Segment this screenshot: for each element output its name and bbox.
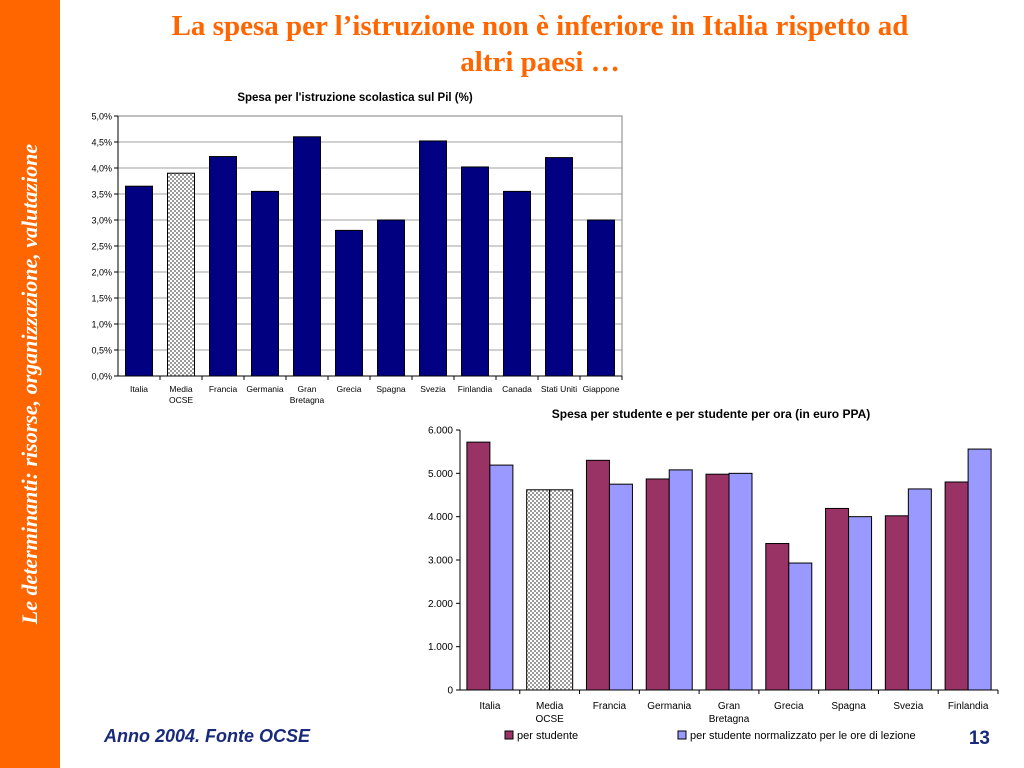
legend-label-series-1: per studente	[517, 730, 578, 742]
chart1-ytick-label: 3,5%	[91, 190, 112, 200]
chart2-xtick-label: Spagna	[831, 701, 866, 712]
chart1-xtick-label: Stati Uniti	[541, 384, 577, 394]
chart1-ytick-label: 1,0%	[91, 320, 112, 330]
chart2-title: Spesa per studente e per studente per or…	[552, 407, 871, 421]
chart-per-student-spending: Spesa per studente e per studente per or…	[428, 407, 999, 742]
chart1-xtick-label: Francia	[209, 384, 238, 394]
chart1-xtick-label: Germania	[246, 384, 284, 394]
chart1-bar	[587, 219, 615, 377]
slide-title-line-1: La spesa per l’istruzione non è inferior…	[171, 10, 909, 42]
chart2-xtick-label: Germania	[647, 701, 691, 712]
chart1-bar	[503, 190, 531, 377]
chart2-xtick-label: Bretagna	[709, 714, 750, 725]
chart2-bar-series-2	[848, 516, 873, 691]
chart2-bar-series-2	[967, 448, 992, 691]
chart1-title: Spesa per l'istruzione scolastica sul Pi…	[237, 92, 473, 104]
chart2-bar-series-1	[645, 478, 670, 691]
chart2-bar-series-1	[884, 515, 909, 691]
chart1-bar	[209, 156, 237, 377]
chart1-xtick-label: Gran	[298, 384, 317, 394]
chart1-xtick-label: Italia	[130, 384, 148, 394]
source-note: Anno 2004. Fonte OCSE	[104, 726, 311, 746]
chart2-bar-series-1	[825, 507, 850, 691]
chart2-bar-series-2	[907, 488, 932, 691]
slide-title-line-2: altri paesi …	[460, 46, 620, 78]
chart1-ytick-label: 3,0%	[91, 216, 112, 226]
chart1-ytick-label: 0,0%	[91, 372, 112, 382]
chart1-bar	[335, 229, 363, 377]
chart1-xtick-label: Bretagna	[290, 395, 325, 405]
chart2-xtick-label: Finlandia	[948, 701, 989, 712]
chart2-xtick-label: OCSE	[535, 714, 564, 725]
chart1-bar	[545, 157, 573, 377]
sidebar-band: Le determinanti: risorse, organizzazione…	[0, 0, 60, 768]
chart1-ytick-label: 4,0%	[91, 164, 112, 174]
chart2-bar-series-1	[585, 459, 610, 691]
chart2-bar-series-2	[489, 464, 514, 691]
legend-swatch-series-2	[677, 730, 687, 740]
legend-swatch-series-1	[504, 730, 514, 740]
legend-label-series-2: per studente normalizzato per le ore di …	[690, 730, 916, 742]
chart1-bar	[293, 136, 321, 377]
chart1-bar	[251, 190, 279, 377]
chart1-ytick-label: 4,5%	[91, 138, 112, 148]
chart1-ytick-label: 1,5%	[91, 294, 112, 304]
chart2-ytick-label: 0	[447, 686, 453, 697]
chart1-xtick-label: Spagna	[376, 384, 406, 394]
chart2-xtick-label: Italia	[479, 701, 501, 712]
chart2-xtick-label: Francia	[593, 701, 627, 712]
chart1-bar	[461, 166, 489, 377]
chart2-ytick-label: 2.000	[428, 599, 453, 610]
page-number: 13	[968, 728, 990, 749]
chart1-xtick-label: Media	[169, 384, 192, 394]
chart2-xtick-label: Media	[536, 701, 564, 712]
chart1-ytick-label: 0,5%	[91, 346, 112, 356]
chart2-bar-series-2	[668, 469, 693, 691]
chart2-ytick-label: 6.000	[428, 426, 453, 437]
chart2-bar-series-2	[549, 489, 574, 691]
chart1-bar	[377, 219, 405, 377]
chart2-ytick-label: 4.000	[428, 512, 453, 523]
chart2-bar-series-2	[788, 562, 813, 691]
chart2-bar-series-2	[608, 483, 633, 691]
chart2-bar-series-2	[728, 472, 753, 691]
chart-gdp-spending: Spesa per l'istruzione scolastica sul Pi…	[91, 92, 623, 405]
chart1-ytick-label: 2,5%	[91, 242, 112, 252]
chart2-bar-series-1	[944, 481, 969, 691]
chart2-ytick-label: 1.000	[428, 642, 453, 653]
chart1-ytick-label: 5,0%	[91, 112, 112, 122]
chart2-bar-series-1	[765, 543, 790, 691]
chart1-bar	[125, 185, 153, 377]
chart1-ytick-label: 2,0%	[91, 268, 112, 278]
chart2-xtick-label: Gran	[718, 701, 740, 712]
chart1-bar	[419, 140, 447, 377]
chart2-bar-series-1	[526, 489, 551, 691]
chart1-xtick-label: Finlandia	[458, 384, 493, 394]
chart1-bar	[167, 172, 195, 377]
chart1-xtick-label: Giappone	[583, 384, 620, 394]
chart1-xtick-label: Canada	[502, 384, 532, 394]
chart1-xtick-label: Grecia	[336, 384, 361, 394]
chart2-ytick-label: 3.000	[428, 556, 453, 567]
chart1-xtick-label: Svezia	[420, 384, 446, 394]
chart2-ytick-label: 5.000	[428, 469, 453, 480]
chart2-xtick-label: Svezia	[893, 701, 923, 712]
slide-title: La spesa per l’istruzione non è inferior…	[80, 8, 1000, 80]
chart2-bar-series-1	[705, 473, 730, 691]
chart1-xtick-label: OCSE	[169, 395, 193, 405]
chart2-bar-series-1	[466, 441, 491, 691]
chart2-xtick-label: Grecia	[774, 701, 804, 712]
